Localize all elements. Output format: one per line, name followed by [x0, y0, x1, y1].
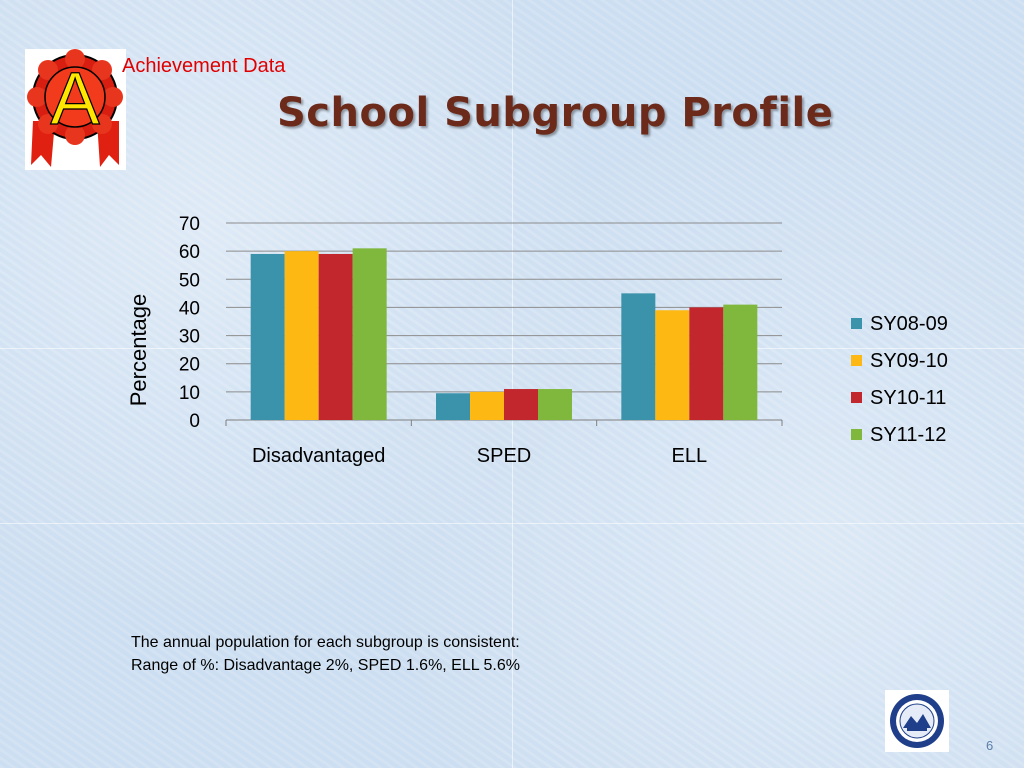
bar-sy09-10-disadvantaged [284, 251, 319, 420]
y-axis-ticks: 0 10 20 30 40 50 60 70 [179, 214, 200, 432]
x-category-label: SPED [477, 445, 531, 467]
legend-swatch [851, 429, 862, 440]
x-axis-categories: Disadvantaged SPED ELL [252, 445, 707, 467]
legend-label: SY11-12 [870, 424, 946, 446]
page-number: 6 [986, 738, 994, 753]
bar-sy11-12-ell [723, 304, 758, 420]
legend-swatch [851, 355, 862, 366]
y-axis-label: Percentage [126, 294, 151, 407]
background-seam [512, 0, 513, 768]
legend-swatch [851, 392, 862, 403]
legend-label: SY08-09 [870, 313, 948, 335]
achievement-logo: A [25, 49, 126, 170]
y-tick-label: 20 [179, 355, 200, 376]
chart-legend: SY08-09 SY09-10 SY10-11 SY11-12 [851, 313, 948, 446]
note-line: Range of %: Disadvantage 2%, SPED 1.6%, … [131, 657, 520, 674]
y-tick-label: 40 [179, 298, 200, 319]
y-tick-label: 60 [179, 242, 200, 263]
x-category-label: ELL [672, 445, 708, 467]
bar-sy11-12-sped [538, 389, 572, 420]
bar-sy08-09-ell [621, 293, 656, 420]
legend-swatch [851, 318, 862, 329]
bar-sy09-10-sped [470, 391, 504, 420]
bar-sy10-11-ell [689, 307, 724, 420]
y-tick-label: 50 [179, 270, 200, 291]
page-title: School Subgroup Profile [277, 90, 834, 136]
y-tick-label: 10 [179, 383, 200, 404]
bar-sy10-11-sped [504, 389, 538, 420]
bar-sy10-11-disadvantaged [318, 253, 353, 420]
y-tick-label: 30 [179, 327, 200, 348]
section-kicker: Achievement Data [122, 55, 286, 77]
note-text: The annual population for each subgroup … [131, 631, 520, 677]
legend-label: SY10-11 [870, 387, 946, 409]
bar-sy09-10-ell [655, 310, 690, 420]
chart-bars [250, 248, 758, 420]
x-category-label: Disadvantaged [252, 445, 385, 467]
y-tick-label: 0 [189, 411, 200, 432]
logo-letter: A [50, 57, 100, 140]
award-ribbon-icon: A [27, 49, 123, 167]
note-line: The annual population for each subgroup … [131, 634, 520, 651]
bar-sy11-12-disadvantaged [352, 248, 387, 420]
department-of-education-seal-icon [885, 690, 949, 752]
legend-label: SY09-10 [870, 350, 948, 372]
bar-sy08-09-sped [436, 393, 470, 420]
bar-chart: 0 10 20 30 40 50 60 70 Disadvantaged SPED ELL SY0… [126, 214, 948, 467]
y-tick-label: 70 [179, 214, 200, 235]
bar-sy08-09-disadvantaged [250, 253, 285, 420]
